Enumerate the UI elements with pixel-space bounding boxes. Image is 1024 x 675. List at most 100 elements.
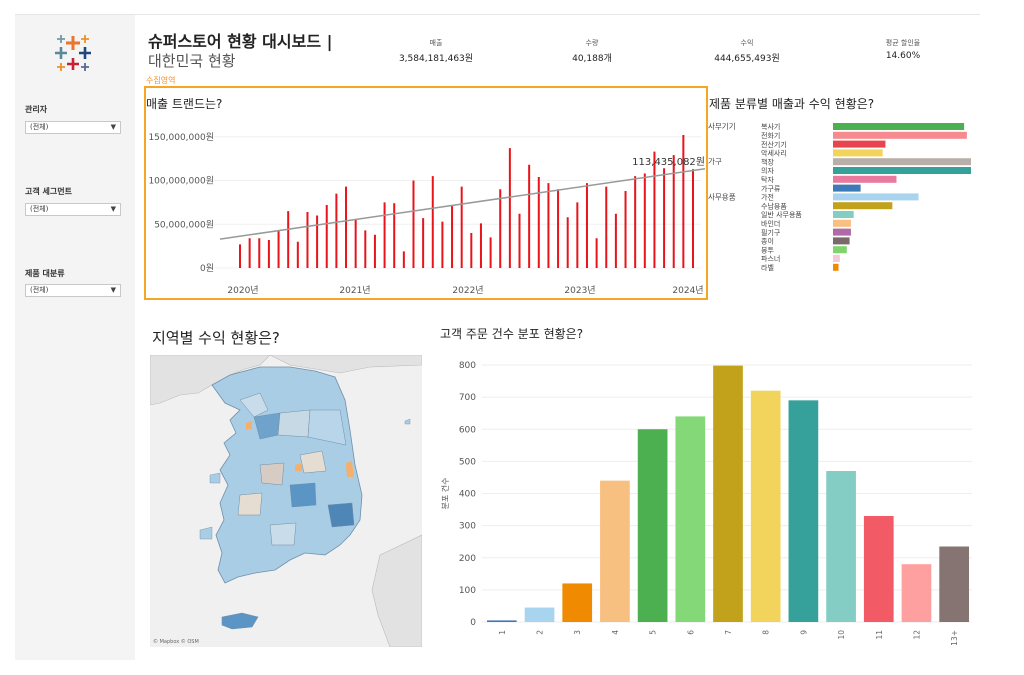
category-bar bbox=[833, 149, 883, 157]
korea-map-shape bbox=[150, 355, 422, 647]
category-item-label: 전화기 bbox=[761, 131, 780, 140]
filter-dropdown-manager[interactable]: (전체) ▼ bbox=[25, 121, 121, 134]
category-bar bbox=[833, 211, 854, 218]
filter-value-category: (전체) bbox=[30, 286, 49, 294]
filter-dropdown-category[interactable]: (전체) ▼ bbox=[25, 284, 121, 297]
orders-x-axis-slot: 1 bbox=[498, 630, 507, 635]
trend-bar bbox=[576, 202, 579, 268]
orders-x-axis-slot: 8 bbox=[762, 630, 771, 635]
chevron-down-icon[interactable]: ▼ bbox=[110, 123, 116, 131]
trend-bar bbox=[528, 164, 531, 268]
kpi-discount: 평균 할인율 14.60% bbox=[843, 38, 963, 61]
category-item-label: 파스너 bbox=[761, 254, 780, 263]
category-group-label: 가구 bbox=[708, 157, 722, 166]
orders-x-axis-slot: 10 bbox=[837, 630, 846, 640]
filter-label-segment: 고객 세그먼트 bbox=[25, 187, 72, 196]
category-chart-title: 제품 분류별 매출과 수익 현황은? bbox=[709, 97, 875, 111]
trend-bar bbox=[393, 203, 396, 268]
orders-x-axis-slot: 7 bbox=[724, 630, 733, 635]
dashboard-title: 슈퍼스토어 현황 대시보드 | bbox=[148, 32, 333, 51]
trend-bar bbox=[624, 191, 627, 268]
category-item-label: 일반 사무용품 bbox=[761, 210, 802, 219]
trend-bar bbox=[547, 183, 550, 268]
orders-x-axis-slot: 13+ bbox=[950, 630, 959, 646]
category-bar bbox=[833, 263, 839, 271]
chevron-down-icon[interactable]: ▼ bbox=[110, 205, 116, 213]
trend-bar bbox=[267, 240, 270, 268]
kpi-profit: 수익 444,655,493원 bbox=[687, 38, 807, 64]
orders-x-axis-slot: 12 bbox=[912, 630, 921, 640]
trend-bar bbox=[335, 193, 338, 268]
orders-bar bbox=[750, 390, 781, 622]
trend-bar bbox=[248, 238, 251, 268]
category-bar bbox=[833, 140, 886, 148]
trend-bar bbox=[470, 233, 473, 268]
trend-bar bbox=[441, 221, 444, 268]
orders-x-tick: 1 bbox=[498, 630, 507, 635]
trend-chart-title: 매출 트랜드는? bbox=[146, 97, 223, 111]
trend-bar bbox=[325, 205, 328, 268]
trend-bar bbox=[364, 230, 367, 268]
trend-chart-container[interactable] bbox=[144, 86, 708, 300]
kpi-sales: 매출 3,584,181,463원 bbox=[376, 38, 496, 64]
trend-bar bbox=[643, 173, 646, 268]
orders-x-tick: 11 bbox=[875, 630, 884, 640]
orders-y-tick: 400 bbox=[459, 490, 476, 500]
orders-x-tick: 4 bbox=[611, 630, 620, 635]
trend-x-tick: 2021년 bbox=[339, 285, 370, 296]
trend-y-tick: 50,000,000원 bbox=[154, 219, 214, 230]
trend-annotation: 113,435,082원 bbox=[632, 156, 705, 168]
category-item-label: 필기구 bbox=[761, 228, 781, 237]
category-bar bbox=[833, 246, 847, 254]
trend-x-tick: 2024년 bbox=[672, 285, 703, 296]
category-item-label: 라벨 bbox=[761, 263, 774, 272]
kpi-quantity: 수량 40,188개 bbox=[532, 38, 652, 64]
filter-label-category: 제품 대분류 bbox=[25, 269, 65, 278]
orders-bar bbox=[863, 515, 894, 622]
orders-bar bbox=[826, 471, 856, 622]
trend-y-tick: 100,000,000원 bbox=[148, 176, 214, 187]
orders-x-tick: 13+ bbox=[950, 630, 959, 646]
trend-x-tick: 2023년 bbox=[564, 285, 595, 296]
category-item-label: 수납용품 bbox=[761, 201, 787, 210]
orders-bar bbox=[901, 564, 932, 622]
orders-x-axis-slot: 2 bbox=[536, 630, 545, 635]
orders-bar bbox=[524, 607, 555, 622]
orders-x-axis-slot: 4 bbox=[611, 630, 620, 635]
top-divider bbox=[15, 14, 980, 15]
tableau-logo-icon bbox=[55, 35, 91, 71]
kpi-sales-label: 매출 bbox=[429, 39, 443, 47]
kpi-discount-value: 14.60% bbox=[885, 51, 921, 61]
category-item-label: 전산기기 bbox=[761, 140, 787, 149]
category-item-label: 봉투 bbox=[761, 246, 774, 254]
trend-bar bbox=[595, 238, 598, 268]
trend-bar bbox=[508, 148, 511, 268]
kpi-profit-label: 수익 bbox=[740, 39, 754, 47]
map-credit: © Mapbox © OSM bbox=[153, 639, 199, 645]
trend-chart[interactable]: 0원 50,000,000원 100,000,000원 150,000,000원 113… bbox=[146, 88, 706, 298]
korea-profit-map[interactable] bbox=[150, 355, 422, 647]
orders-y-tick: 500 bbox=[459, 457, 476, 467]
orders-bar bbox=[637, 429, 668, 622]
orders-x-axis-slot: 3 bbox=[573, 630, 582, 635]
orders-y-tick: 0 bbox=[470, 618, 476, 628]
trend-bar bbox=[383, 202, 386, 268]
dashboard-subtitle: 대한민국 현황 bbox=[148, 52, 236, 70]
trend-bar bbox=[345, 186, 348, 268]
category-item-label: 악세사리 bbox=[761, 149, 787, 158]
kpi-quantity-value: 40,188개 bbox=[572, 54, 612, 64]
trend-bar bbox=[499, 189, 502, 268]
trend-bar bbox=[557, 189, 560, 268]
orders-x-axis-slot: 9 bbox=[799, 630, 808, 635]
orders-bar bbox=[562, 583, 593, 622]
chevron-down-icon[interactable]: ▼ bbox=[110, 286, 116, 294]
category-bar bbox=[833, 202, 893, 210]
trend-bar bbox=[537, 177, 540, 268]
orders-y-tick: 200 bbox=[459, 554, 476, 564]
trend-bar bbox=[431, 176, 434, 268]
category-item-label: 탁자 bbox=[761, 175, 774, 184]
filter-dropdown-segment[interactable]: (전체) ▼ bbox=[25, 203, 121, 216]
trend-bar bbox=[634, 176, 637, 268]
